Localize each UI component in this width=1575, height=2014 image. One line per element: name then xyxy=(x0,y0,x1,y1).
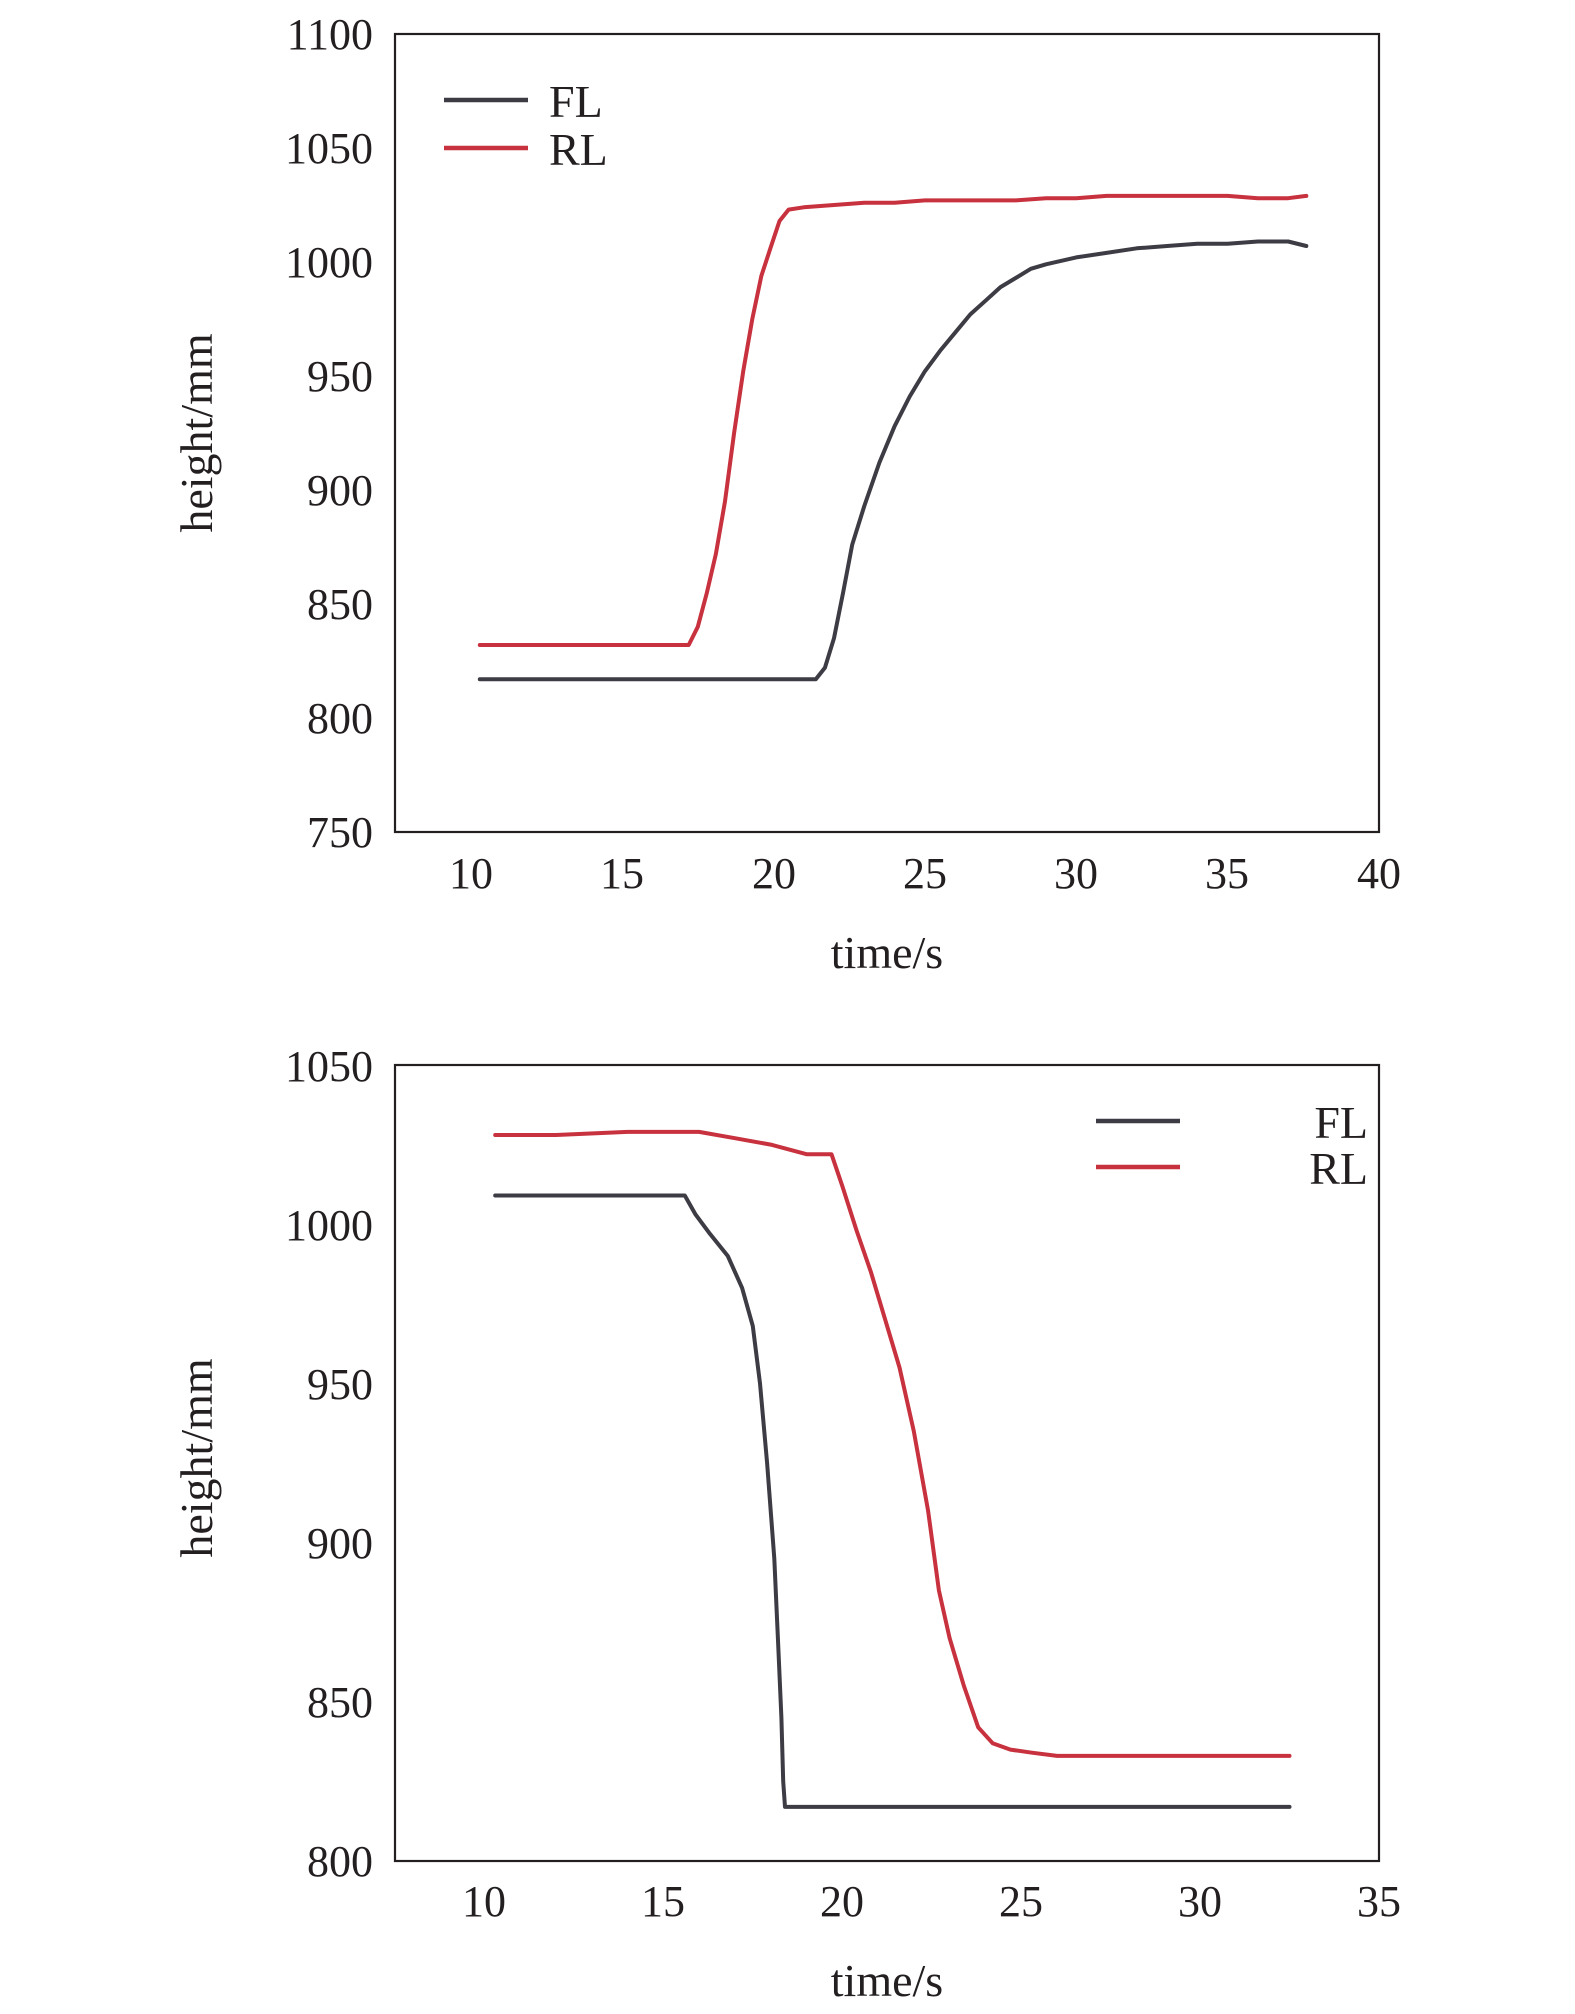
y-tick-label: 900 xyxy=(307,466,373,515)
legend: FL RL xyxy=(1096,1097,1368,1194)
x-tick-label: 15 xyxy=(641,1877,685,1926)
legend-label-fl: FL xyxy=(549,76,603,127)
y-tick-label: 800 xyxy=(307,1837,373,1886)
plot-frame xyxy=(393,1063,1381,1863)
x-tick-label: 35 xyxy=(1205,849,1249,898)
y-tick-label: 800 xyxy=(307,694,373,743)
plot-area xyxy=(493,1129,1292,1809)
x-tick-label: 35 xyxy=(1357,1877,1401,1926)
y-tick-labels: 800 850 900 950 1000 1050 xyxy=(285,1042,373,1886)
series-line-fl xyxy=(493,1193,1292,1809)
plot-area xyxy=(477,193,1309,682)
series-line-rl xyxy=(493,1129,1292,1758)
y-tick-label: 850 xyxy=(307,580,373,629)
series-line-fl xyxy=(477,239,1309,682)
legend-label-rl: RL xyxy=(1309,1143,1368,1194)
chart-bottom: 800 850 900 950 1000 1050 10 15 20 25 30… xyxy=(171,1042,1401,2006)
series-line-rl xyxy=(477,193,1309,647)
x-tick-label: 10 xyxy=(462,1877,506,1926)
legend-label-fl: FL xyxy=(1314,1097,1368,1148)
plot-frame xyxy=(393,32,1381,834)
y-tick-label: 1050 xyxy=(285,124,373,173)
y-tick-label: 850 xyxy=(307,1678,373,1727)
legend: FL RL xyxy=(444,76,608,175)
x-tick-label: 15 xyxy=(600,849,644,898)
y-axis-label: height/mm xyxy=(171,1358,222,1558)
x-tick-label: 30 xyxy=(1178,1877,1222,1926)
chart-top: 750 800 850 900 950 1000 1050 1100 10 15… xyxy=(171,10,1401,978)
x-tick-labels: 10 15 20 25 30 35 40 xyxy=(449,849,1401,898)
legend-label-rl: RL xyxy=(549,124,608,175)
y-tick-label: 1050 xyxy=(285,1042,373,1091)
y-tick-label: 950 xyxy=(307,1360,373,1409)
x-tick-label: 20 xyxy=(752,849,796,898)
y-tick-label: 750 xyxy=(307,808,373,857)
x-tick-label: 10 xyxy=(449,849,493,898)
y-tick-labels: 750 800 850 900 950 1000 1050 1100 xyxy=(285,10,373,857)
x-axis-label: time/s xyxy=(831,927,943,978)
y-tick-label: 1000 xyxy=(285,1201,373,1250)
x-tick-label: 25 xyxy=(903,849,947,898)
x-tick-label: 40 xyxy=(1357,849,1401,898)
x-tick-label: 30 xyxy=(1054,849,1098,898)
x-axis-label: time/s xyxy=(831,1955,943,2006)
x-tick-label: 25 xyxy=(999,1877,1043,1926)
y-tick-label: 1000 xyxy=(285,238,373,287)
y-tick-label: 900 xyxy=(307,1519,373,1568)
y-axis-label: height/mm xyxy=(171,333,222,533)
y-tick-label: 1100 xyxy=(287,10,373,59)
x-tick-label: 20 xyxy=(820,1877,864,1926)
y-tick-label: 950 xyxy=(307,352,373,401)
x-tick-labels: 10 15 20 25 30 35 xyxy=(462,1877,1401,1926)
